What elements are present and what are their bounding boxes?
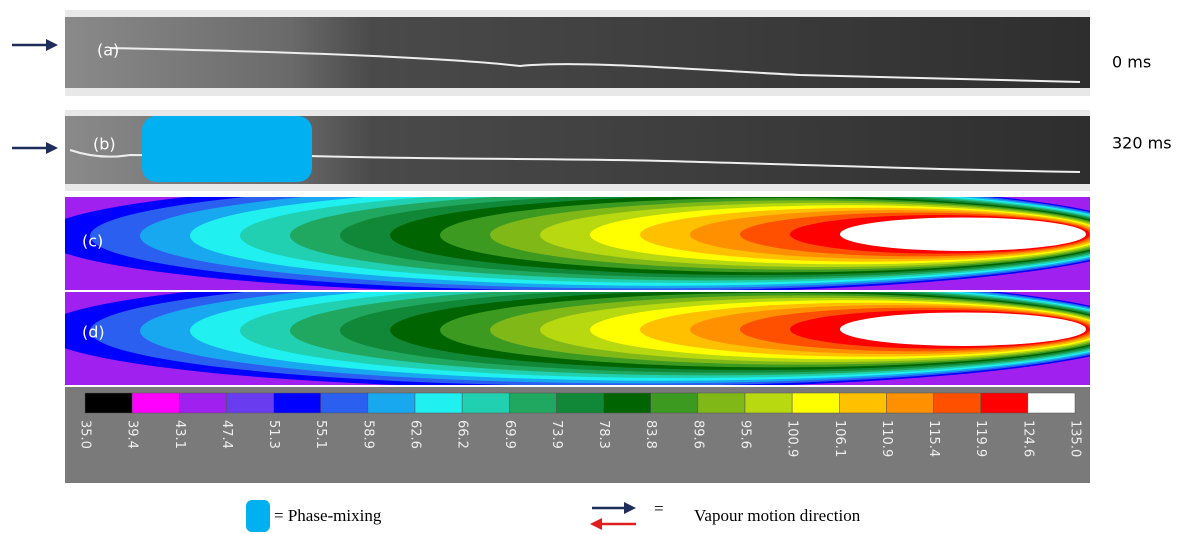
colorbar-swatch xyxy=(839,393,886,413)
legend-arrow-head xyxy=(624,502,636,514)
colorbar-swatch xyxy=(556,393,603,413)
colorbar-swatch xyxy=(886,393,933,413)
colorbar-swatch xyxy=(462,393,509,413)
colorbar-label: 73.9 xyxy=(549,420,564,449)
colorbar-label: 43.1 xyxy=(172,420,187,449)
colorbar-label: 124.6 xyxy=(1020,420,1035,457)
colorbar-swatch xyxy=(179,393,226,413)
colorbar-swatch xyxy=(604,393,651,413)
colorbar-label: 55.1 xyxy=(313,420,328,449)
colorbar-swatch xyxy=(226,393,273,413)
heat-layer xyxy=(840,312,1086,345)
colorbar-swatch xyxy=(1028,393,1075,413)
colorbar-swatch xyxy=(415,393,462,413)
colorbar-swatch xyxy=(274,393,321,413)
legend-arrow-head xyxy=(590,518,602,530)
heatmap-d xyxy=(40,273,1146,388)
panel-label: (d) xyxy=(82,323,105,342)
colorbar-label: 115.4 xyxy=(926,420,941,457)
time-label: 320 ms xyxy=(1112,134,1172,153)
colorbar-label: 78.3 xyxy=(596,420,611,449)
colorbar-label: 47.4 xyxy=(219,420,234,449)
colorbar-label: 51.3 xyxy=(266,420,281,449)
colorbar-label: 106.1 xyxy=(832,420,847,457)
heat-layer xyxy=(840,217,1086,250)
colorbar-label: 66.2 xyxy=(455,420,470,449)
colorbar-swatch xyxy=(934,393,981,413)
colorbar-swatch xyxy=(981,393,1028,413)
heatmap-c xyxy=(40,178,1146,293)
colorbar-swatch xyxy=(792,393,839,413)
panel-label: (c) xyxy=(82,232,103,251)
colorbar-label: 69.9 xyxy=(502,420,517,449)
colorbar-swatch xyxy=(745,393,792,413)
colorbar-label: 83.8 xyxy=(643,420,658,449)
colorbar-label: 100.9 xyxy=(785,420,800,457)
legend-swatch xyxy=(246,500,270,532)
colorbar-label: 135.0 xyxy=(1068,420,1083,457)
figure: 35.0 39.4 43.1 47.4 51.3 55.1 58.9 62.6 66.2 69.9… xyxy=(0,0,1191,534)
colorbar-label: 39.4 xyxy=(125,420,140,449)
photo-a xyxy=(65,10,1090,96)
colorbar-swatch xyxy=(132,393,179,413)
colorbar-label: 35.0 xyxy=(78,420,93,449)
colorbar-swatch xyxy=(698,393,745,413)
legend-text: = Phase-mixing xyxy=(274,506,382,525)
arrow-head xyxy=(46,142,58,154)
colorbar-swatch xyxy=(509,393,556,413)
colorbar-label: 119.9 xyxy=(973,420,988,457)
colorbar-swatch xyxy=(321,393,368,413)
arrow-head xyxy=(46,39,58,51)
photo-b xyxy=(65,110,1090,191)
legend-text: = xyxy=(654,499,664,518)
time-label: 0 ms xyxy=(1112,53,1151,72)
colorbar-swatch xyxy=(368,393,415,413)
legend-text: Vapour motion direction xyxy=(694,506,861,525)
panel-label: (b) xyxy=(93,135,116,154)
panel-label: (a) xyxy=(97,41,119,60)
colorbar-label: 62.6 xyxy=(408,420,423,449)
colorbar-label: 110.9 xyxy=(879,420,894,457)
colorbar-swatch xyxy=(85,393,132,413)
colorbar-swatch xyxy=(651,393,698,413)
colorbar-label: 95.6 xyxy=(738,420,753,449)
colorbar-label: 89.6 xyxy=(690,420,705,449)
phase-mixing-region xyxy=(142,116,312,182)
colorbar-label: 58.9 xyxy=(360,420,375,449)
